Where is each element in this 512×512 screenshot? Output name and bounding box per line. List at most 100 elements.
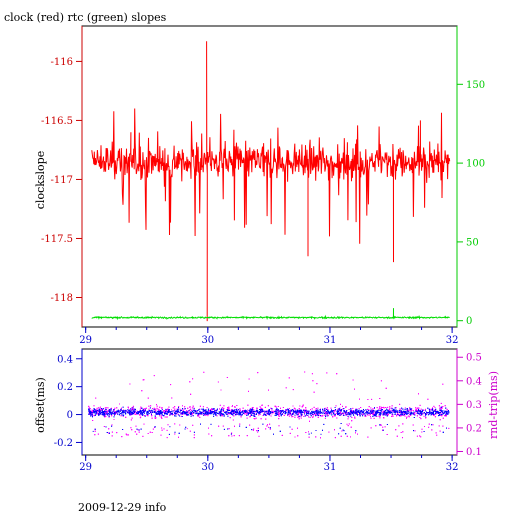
- rnd-trip-point: [275, 409, 277, 411]
- rnd-trip-point: [342, 405, 343, 407]
- rnd-trip-point: [93, 415, 95, 417]
- rnd-trip-point: [189, 430, 191, 432]
- rnd-trip-point: [128, 407, 129, 409]
- offset-point: [155, 411, 156, 413]
- rnd-trip-point: [400, 410, 402, 412]
- rnd-trip-point: [111, 431, 113, 433]
- rnd-trip-point: [166, 429, 168, 431]
- rnd-trip-point: [137, 429, 139, 431]
- rnd-trip-point: [261, 408, 263, 410]
- rnd-trip-point: [231, 406, 233, 407]
- rnd-trip-point: [370, 416, 371, 418]
- rnd-trip-point: [244, 412, 246, 414]
- rnd-trip-point: [371, 398, 373, 400]
- rnd-trip-point: [132, 405, 134, 407]
- offset-point: [310, 432, 312, 434]
- rnd-trip-point: [136, 413, 138, 415]
- rnd-trip-point: [395, 429, 397, 431]
- rnd-trip-point: [396, 435, 398, 437]
- rnd-trip-point: [167, 424, 169, 426]
- rnd-trip-point: [94, 430, 96, 432]
- rnd-trip-point: [267, 424, 268, 426]
- rnd-trip-point: [141, 390, 143, 392]
- rnd-trip-point: [228, 406, 230, 408]
- x-tick-label: 30: [201, 335, 214, 346]
- rnd-trip-point: [174, 410, 176, 411]
- rnd-trip-point: [268, 389, 269, 391]
- rnd-trip-point: [369, 414, 371, 416]
- rnd-trip-point: [432, 424, 434, 426]
- rnd-trip-point: [135, 425, 137, 427]
- rnd-trip-point: [186, 410, 188, 412]
- rnd-trip-point: [127, 406, 129, 408]
- x-tick-label: 32: [446, 335, 459, 346]
- rnd-trip-point: [169, 413, 171, 415]
- rnd-trip-point: [234, 406, 236, 408]
- rnd-trip-point: [428, 423, 430, 425]
- offset-point: [334, 407, 336, 408]
- rnd-trip-point: [180, 415, 182, 417]
- rnd-trip-point: [382, 429, 383, 431]
- rnd-trip-point: [248, 390, 249, 392]
- rnd-trip-point: [320, 437, 321, 439]
- rnd-trip-point: [166, 437, 168, 439]
- rnd-trip-point: [259, 406, 261, 408]
- rnd-trip-point: [375, 425, 377, 427]
- rnd-trip-point: [104, 407, 106, 409]
- rnd-trip-point: [89, 414, 90, 415]
- rnd-trip-point: [97, 411, 99, 413]
- rnd-trip-point: [129, 383, 131, 385]
- rnd-trip-point: [151, 415, 153, 417]
- rnd-trip-point: [424, 426, 425, 427]
- rnd-trip-point: [107, 407, 109, 409]
- rnd-trip-point: [315, 408, 317, 409]
- rnd-trip-point: [160, 416, 162, 418]
- rnd-trip-point: [96, 413, 98, 415]
- rnd-trip-point: [396, 415, 398, 417]
- rnd-trip-point: [417, 409, 419, 411]
- rnd-trip-point: [108, 428, 110, 430]
- offset-point: [425, 410, 426, 412]
- offset-point: [104, 409, 106, 411]
- rnd-trip-point: [250, 415, 251, 417]
- rnd-trip-point: [324, 417, 326, 419]
- rnd-trip-point: [344, 411, 346, 413]
- rnd-trip-point: [392, 416, 394, 417]
- x-tick-label: 31: [324, 335, 337, 346]
- rnd-trip-point: [292, 413, 294, 415]
- y-tick-label: 0: [466, 316, 472, 327]
- rnd-trip-point: [180, 412, 182, 414]
- rnd-trip-point: [374, 411, 376, 413]
- rnd-trip-point: [345, 415, 347, 416]
- rnd-trip-point: [327, 409, 329, 410]
- rnd-trip-point: [164, 411, 166, 413]
- rnd-trip-point: [178, 406, 180, 408]
- rnd-trip-point: [229, 417, 231, 419]
- offset-point: [379, 410, 381, 411]
- rnd-trip-point: [355, 408, 357, 410]
- rnd-trip-point: [94, 434, 96, 436]
- rnd-trip-point: [248, 378, 250, 380]
- rnd-trip-point: [242, 410, 244, 411]
- rnd-trip-point: [425, 417, 427, 419]
- rnd-trip-point: [355, 432, 356, 434]
- rnd-trip-point: [408, 416, 410, 418]
- rnd-trip-point: [350, 426, 352, 428]
- rnd-trip-point: [442, 383, 444, 385]
- offset-point: [234, 409, 236, 411]
- rnd-trip-point: [174, 423, 176, 425]
- rnd-trip-point: [308, 416, 310, 418]
- rnd-trip-point: [125, 433, 127, 435]
- rnd-trip-point: [278, 418, 280, 420]
- rnd-trip-point: [156, 405, 158, 407]
- bottom-plot-frame: [81, 348, 458, 456]
- chart-title: clock (red) rtc (green) slopes: [4, 11, 167, 24]
- rnd-trip-point: [368, 406, 370, 408]
- rnd-trip-point: [308, 431, 309, 433]
- rnd-trip-point: [446, 408, 448, 410]
- rnd-trip-point: [317, 413, 319, 415]
- rnd-trip-point: [404, 412, 406, 414]
- rnd-trip-point: [182, 409, 184, 411]
- rnd-trip-point: [238, 435, 240, 437]
- offset-point: [389, 412, 391, 413]
